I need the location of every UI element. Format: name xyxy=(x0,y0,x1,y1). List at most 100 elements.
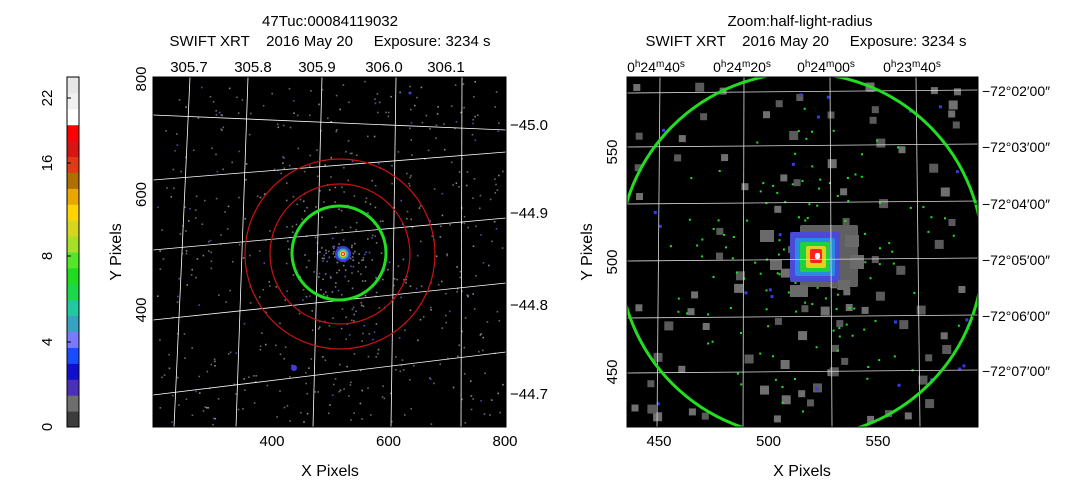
photon-event xyxy=(367,212,369,214)
photon-event xyxy=(322,260,324,262)
photon-event xyxy=(322,356,324,358)
photon-event xyxy=(220,128,223,131)
photon-event xyxy=(198,375,201,378)
photon-event xyxy=(402,369,405,371)
green-photon xyxy=(854,173,857,176)
right-ylabel: Y Pixels xyxy=(579,223,596,281)
photon-event xyxy=(339,108,341,111)
photon-event xyxy=(436,113,439,115)
photon-block xyxy=(688,408,696,416)
photon-event xyxy=(502,383,504,386)
photon-event xyxy=(275,344,277,347)
photon-event xyxy=(374,206,377,209)
photon-event xyxy=(443,148,446,151)
photon-event xyxy=(375,291,378,294)
photon-event xyxy=(411,226,414,229)
photon-event xyxy=(273,168,276,171)
photon-event xyxy=(191,268,193,271)
photon-event xyxy=(207,407,210,409)
photon-event xyxy=(284,299,286,301)
photon-event xyxy=(210,251,212,254)
photon-event xyxy=(328,412,330,415)
photon-event xyxy=(494,192,497,194)
photon-event xyxy=(166,187,168,189)
photon-event xyxy=(328,256,331,259)
grid-line xyxy=(460,76,463,428)
grid-line xyxy=(152,217,507,251)
photon-event xyxy=(194,209,197,211)
ra-tick-label: 305.9 xyxy=(298,59,336,76)
photon-block xyxy=(929,163,939,173)
photon-event xyxy=(349,384,352,386)
photon-block xyxy=(790,285,808,297)
photon-event xyxy=(309,114,311,117)
photon-event xyxy=(416,254,419,257)
green-photon xyxy=(888,242,891,245)
photon-event xyxy=(317,391,319,393)
green-photon xyxy=(861,153,863,156)
photon-block xyxy=(721,154,729,162)
photon-event xyxy=(441,192,444,195)
y-tick-label: 800 xyxy=(133,66,150,91)
photon-block xyxy=(940,187,950,197)
photon-event xyxy=(325,291,327,293)
photon-event xyxy=(400,296,402,299)
photon-block xyxy=(829,367,839,377)
photon-block xyxy=(940,332,948,340)
photon-event xyxy=(220,114,223,116)
photon-event xyxy=(330,277,332,279)
colorbar-segment xyxy=(67,411,79,428)
photon-event xyxy=(350,419,352,421)
blue-photon xyxy=(962,364,966,368)
photon-event xyxy=(279,390,281,392)
photon-event xyxy=(317,327,320,330)
photon-event xyxy=(400,199,402,202)
right-title-line1: Zoom:half-light-radius xyxy=(727,13,872,30)
green-photon xyxy=(732,236,735,238)
photon-event xyxy=(341,229,344,231)
photon-event xyxy=(302,200,305,203)
green-photon xyxy=(878,202,881,204)
photon-event xyxy=(355,310,357,313)
photon-block xyxy=(774,205,782,213)
green-photon xyxy=(879,247,881,250)
photon-event xyxy=(331,291,334,293)
photon-event xyxy=(276,416,278,418)
photon-event xyxy=(339,363,341,366)
photon-event xyxy=(357,270,359,273)
y-tick-label: 400 xyxy=(133,297,150,322)
photon-event xyxy=(277,126,280,129)
green-photon xyxy=(808,203,811,206)
photon-event xyxy=(259,196,262,199)
ra-value: 23 xyxy=(896,59,912,75)
photon-event xyxy=(461,330,463,333)
photon-event xyxy=(387,268,389,271)
photon-event xyxy=(353,313,355,316)
photon-event xyxy=(346,365,348,368)
photon-event xyxy=(435,124,438,126)
photon-block xyxy=(925,399,935,409)
ra-tick-label: 305.7 xyxy=(170,59,208,76)
photon-event xyxy=(320,288,322,291)
photon-block xyxy=(789,131,799,140)
photon-event xyxy=(177,295,179,298)
grid-line xyxy=(152,282,507,321)
photon-event xyxy=(352,252,355,255)
photon-event xyxy=(403,278,405,281)
photon-event xyxy=(420,240,422,243)
photon-event xyxy=(285,199,288,202)
photon-event xyxy=(266,384,269,387)
photon-event xyxy=(197,117,200,119)
photon-event xyxy=(418,207,421,209)
photon-event xyxy=(238,243,241,246)
photon-event xyxy=(350,265,352,268)
photon-block xyxy=(836,320,844,328)
green-photon xyxy=(860,175,863,178)
photon-event xyxy=(214,365,216,367)
photon-event xyxy=(345,316,347,319)
dec-tick-label: −72°04′00″ xyxy=(982,196,1050,212)
photon-event xyxy=(296,203,299,206)
photon-event xyxy=(409,85,411,88)
photon-event xyxy=(448,310,451,313)
